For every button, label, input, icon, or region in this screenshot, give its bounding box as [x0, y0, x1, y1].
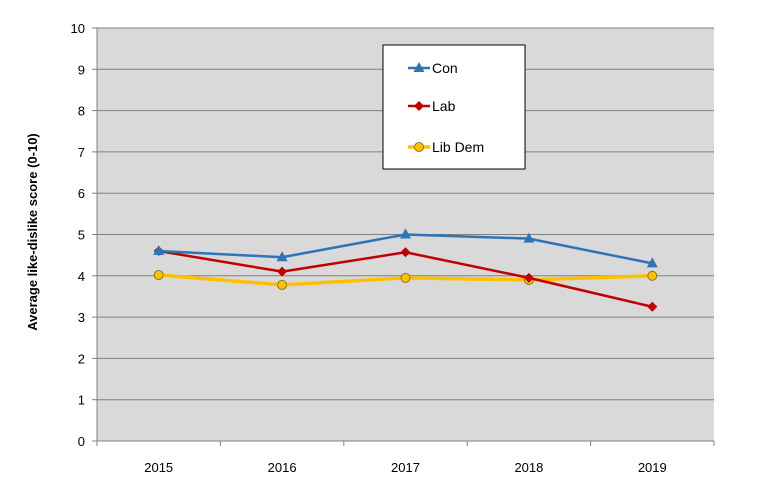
x-axis-ticks: 2015 2016 2017 2018 2019	[96, 441, 715, 475]
data-point-lib-dem	[400, 272, 411, 283]
legend-box	[382, 44, 526, 170]
data-point-con	[646, 257, 658, 268]
data-point-con	[523, 232, 535, 243]
y-tick-label: 1	[78, 393, 85, 408]
y-tick-label: 2	[78, 351, 85, 366]
data-point-lab	[647, 301, 658, 312]
y-tick-label: 7	[78, 145, 85, 160]
legend-item-lib-dem: Lib Dem	[408, 139, 484, 155]
y-tick-label: 8	[78, 104, 85, 119]
y-axis-ticks: 0 1 2 3 4 5 6 7 8 9 10	[71, 21, 97, 449]
data-point-lib-dem	[277, 279, 288, 290]
x-tick-label: 2019	[638, 460, 667, 475]
legend: Con Lab Lib Dem	[382, 44, 526, 170]
data-point-con	[400, 228, 411, 239]
series-group	[153, 228, 658, 312]
y-axis-label: Average like-dislike score (0-10)	[25, 133, 40, 331]
y-tick-label: 3	[78, 310, 85, 325]
y-tick-label: 5	[78, 228, 85, 243]
series-con	[153, 228, 658, 268]
legend-marker-lab	[414, 101, 424, 111]
legend-item-lab: Lab	[408, 98, 456, 114]
legend-label-con: Con	[432, 60, 458, 76]
legend-label-lib-dem: Lib Dem	[432, 139, 484, 155]
y-tick-label: 10	[71, 21, 85, 36]
data-point-lab	[400, 247, 411, 258]
y-tick-label: 0	[78, 434, 85, 449]
data-point-con	[153, 245, 165, 256]
series-lib-dem	[153, 270, 658, 290]
data-point-lib-dem	[153, 270, 164, 280]
x-tick-label: 2015	[144, 460, 173, 475]
legend-marker-lib-dem	[414, 142, 424, 152]
data-point-lab	[523, 272, 534, 283]
data-point-lib-dem	[647, 270, 658, 281]
data-point-lab	[277, 266, 288, 277]
legend-label-lab: Lab	[432, 98, 456, 114]
legend-item-con: Con	[408, 60, 458, 76]
x-tick-label: 2016	[268, 460, 297, 475]
gridlines	[97, 27, 714, 401]
y-tick-label: 6	[78, 186, 85, 201]
y-tick-label: 9	[78, 62, 85, 77]
legend-marker-con	[413, 62, 425, 72]
x-tick-label: 2017	[391, 460, 420, 475]
y-tick-label: 4	[78, 269, 85, 284]
x-tick-label: 2018	[514, 460, 543, 475]
data-point-con	[276, 251, 288, 262]
